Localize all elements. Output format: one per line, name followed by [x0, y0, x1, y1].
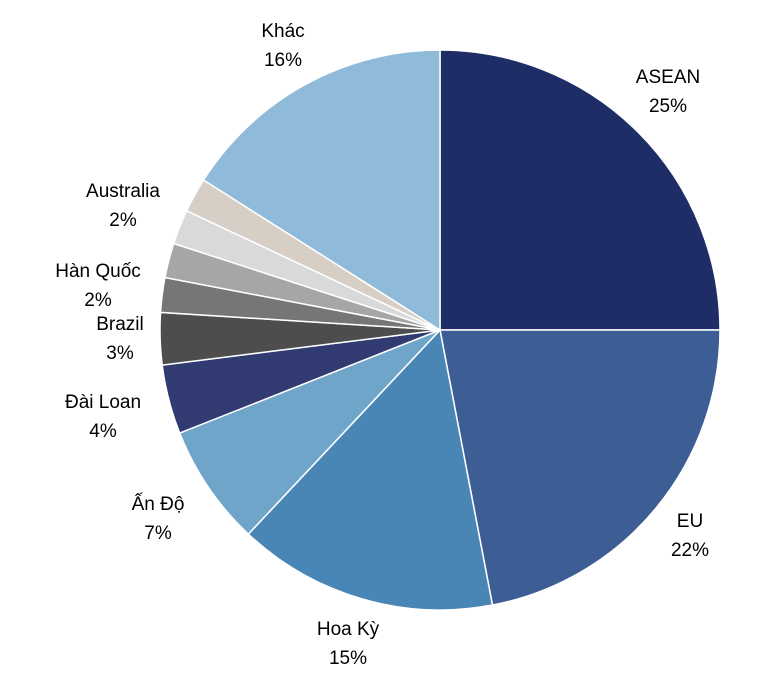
pie-slice [439, 329, 721, 606]
slice-label: Brazil [96, 314, 144, 335]
slice-label: Đài Loan [65, 392, 141, 413]
slice-label: Khác [261, 21, 304, 42]
pie-slice [247, 328, 494, 611]
value-label: 15% [329, 648, 367, 669]
slice-label: Ấn Độ [132, 493, 185, 515]
value-label: 2% [109, 210, 137, 231]
value-label: 2% [84, 290, 112, 311]
slice-label: ASEAN [636, 67, 700, 88]
value-label: 25% [649, 96, 687, 117]
value-label: 16% [264, 50, 302, 71]
slice-label: Hàn Quốc [55, 261, 141, 282]
slice-label: Hoa Kỳ [317, 619, 380, 640]
pie-slice [202, 49, 441, 332]
slice-label: EU [677, 511, 703, 532]
value-label: 3% [106, 343, 134, 364]
pie-slice [178, 329, 441, 536]
value-label: 22% [671, 540, 709, 561]
value-label: 4% [89, 421, 117, 442]
value-label: 7% [144, 523, 172, 544]
slice-label: Australia [86, 181, 160, 202]
pie-slice [439, 49, 721, 331]
